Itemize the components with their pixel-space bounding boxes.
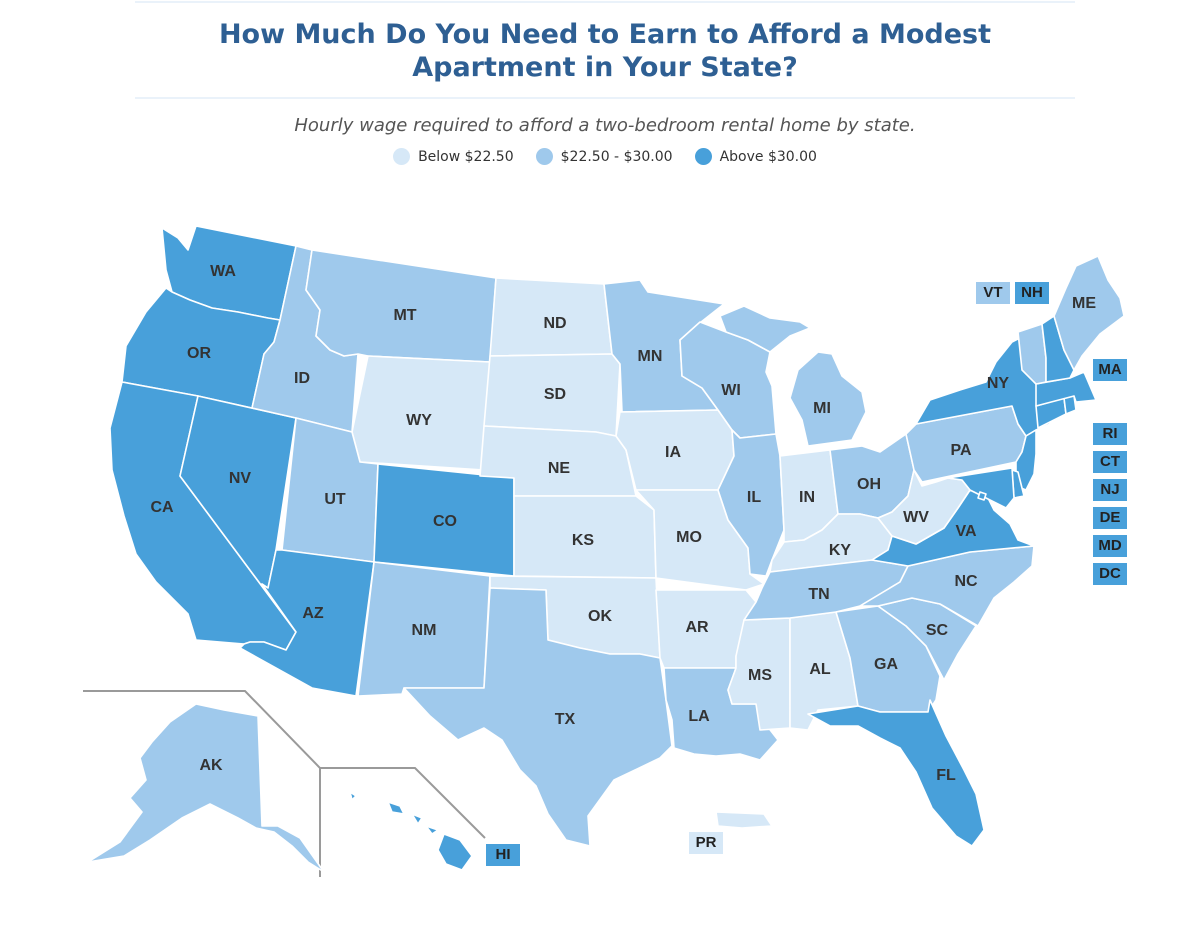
- label-oh: OH: [857, 476, 881, 493]
- label-wv: WV: [903, 509, 929, 526]
- box-label-ma: MA: [1098, 361, 1121, 378]
- label-me: ME: [1072, 295, 1096, 312]
- state-dc[interactable]: [977, 491, 987, 501]
- label-wy: WY: [406, 412, 432, 429]
- alaska-inset-border: [83, 690, 321, 877]
- label-tx: TX: [555, 711, 576, 728]
- box-de[interactable]: [1093, 507, 1127, 529]
- label-id: ID: [294, 370, 310, 387]
- box-nh[interactable]: [1015, 282, 1049, 304]
- state-me[interactable]: [1053, 255, 1125, 371]
- label-ne: NE: [548, 460, 571, 477]
- label-mt: MT: [393, 307, 416, 324]
- legend-label-low: Below $22.50: [418, 148, 514, 165]
- state-nj[interactable]: [1015, 429, 1037, 491]
- label-pa: PA: [950, 442, 971, 459]
- state-labels: WA OR CA NV ID MT WY UT CO AZ NM ND SD N…: [150, 263, 1096, 784]
- label-va: VA: [955, 523, 976, 540]
- state-hi[interactable]: [349, 791, 473, 871]
- box-label-pr: PR: [696, 834, 717, 851]
- box-label-ri: RI: [1103, 425, 1118, 442]
- legend-item-low[interactable]: Below $22.50: [393, 148, 514, 165]
- label-ms: MS: [748, 667, 772, 684]
- legend-swatch-low: [393, 148, 411, 165]
- label-mn: MN: [638, 348, 663, 365]
- state-md[interactable]: [947, 467, 1015, 509]
- state-ma[interactable]: [1035, 371, 1097, 407]
- box-label-md: MD: [1098, 537, 1121, 554]
- title-rule: [135, 97, 1075, 99]
- hawaii-inset-border: [320, 767, 486, 839]
- label-ut: UT: [324, 491, 346, 508]
- state-ak[interactable]: [87, 703, 325, 873]
- state-mi[interactable]: [719, 305, 867, 447]
- state-wy[interactable]: [351, 355, 491, 471]
- legend-swatch-high: [694, 148, 712, 165]
- box-label-nj: NJ: [1100, 481, 1119, 498]
- box-label-nh: NH: [1021, 284, 1043, 301]
- legend-item-mid[interactable]: $22.50 - $30.00: [535, 148, 673, 165]
- label-ca: CA: [150, 499, 174, 516]
- legend-label-high: Above $30.00: [719, 148, 817, 165]
- label-ia: IA: [665, 444, 681, 461]
- state-pr[interactable]: [715, 811, 773, 829]
- box-label-dc: DC: [1099, 565, 1121, 582]
- label-or: OR: [187, 345, 211, 362]
- legend-swatch-mid: [535, 148, 553, 165]
- map-subtitle: Hourly wage required to afford a two-bed…: [294, 115, 916, 136]
- label-ak: AK: [199, 757, 223, 774]
- label-nv: NV: [229, 470, 252, 487]
- label-nd: ND: [543, 315, 566, 332]
- legend: Below $22.50 $22.50 - $30.00 Above $30.0…: [0, 148, 1199, 165]
- box-label-ct: CT: [1100, 453, 1120, 470]
- state-tx[interactable]: [403, 587, 673, 847]
- label-co: CO: [433, 513, 457, 530]
- label-sd: SD: [544, 386, 566, 403]
- box-pr[interactable]: [689, 832, 723, 854]
- label-nc: NC: [954, 573, 978, 590]
- state-az[interactable]: [239, 549, 375, 697]
- label-wi: WI: [721, 382, 741, 399]
- box-nj[interactable]: [1093, 479, 1127, 501]
- label-la: LA: [688, 708, 710, 725]
- label-ky: KY: [829, 542, 852, 559]
- label-nm: NM: [412, 622, 437, 639]
- state-mt[interactable]: [305, 249, 497, 363]
- state-nc[interactable]: [859, 545, 1035, 627]
- box-ct[interactable]: [1093, 451, 1127, 473]
- box-vt[interactable]: [976, 282, 1010, 304]
- box-md[interactable]: [1093, 535, 1127, 557]
- box-label-hi: HI: [496, 846, 511, 863]
- label-mo: MO: [676, 529, 702, 546]
- box-ri[interactable]: [1093, 423, 1127, 445]
- legend-item-high[interactable]: Above $30.00: [694, 148, 817, 165]
- label-ok: OK: [588, 608, 612, 625]
- state-fl[interactable]: [807, 699, 985, 847]
- box-label-vt: VT: [983, 284, 1002, 301]
- label-il: IL: [747, 489, 761, 506]
- legend-label-mid: $22.50 - $30.00: [560, 148, 673, 165]
- label-in: IN: [799, 489, 815, 506]
- label-ks: KS: [572, 532, 595, 549]
- label-sc: SC: [926, 622, 949, 639]
- label-ny: NY: [987, 375, 1010, 392]
- label-ga: GA: [874, 656, 898, 673]
- box-dc[interactable]: [1093, 563, 1127, 585]
- box-hi[interactable]: [486, 844, 520, 866]
- label-al: AL: [809, 661, 831, 678]
- label-ar: AR: [685, 619, 709, 636]
- box-ma[interactable]: [1093, 359, 1127, 381]
- top-rule: [135, 1, 1075, 3]
- page-title: How Much Do You Need to Earn to Afford a…: [218, 19, 992, 83]
- label-wa: WA: [210, 263, 236, 280]
- label-mi: MI: [813, 400, 831, 417]
- label-fl: FL: [936, 767, 956, 784]
- label-tn: TN: [808, 586, 829, 603]
- label-az: AZ: [302, 605, 324, 622]
- small-state-boxes: VT NH MA RI CT NJ DE MD DC HI PR: [486, 282, 1127, 866]
- box-label-de: DE: [1100, 509, 1121, 526]
